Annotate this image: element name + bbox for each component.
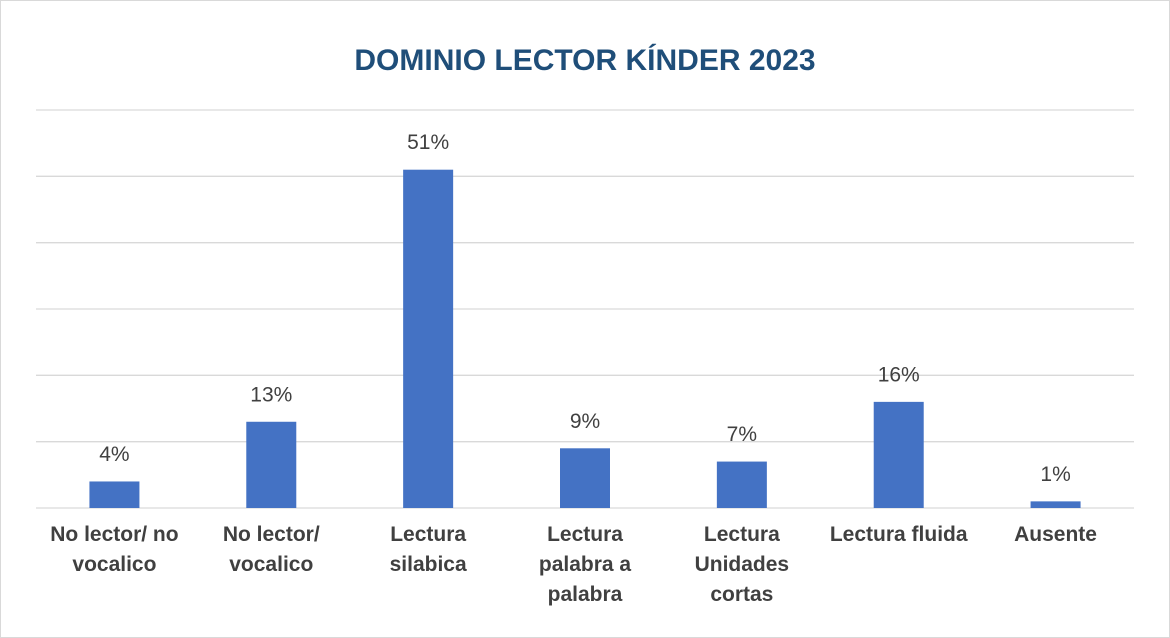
x-tick-label: Lectura palabra a palabra	[538, 523, 632, 606]
x-tick-label: Lectura Unidades cortas	[694, 523, 790, 606]
data-label: 1%	[1040, 463, 1070, 486]
x-tick-label: Lectura fluida	[829, 523, 968, 546]
data-label: 9%	[570, 410, 600, 433]
data-label: 16%	[878, 363, 920, 386]
chart-title: DOMINIO LECTOR KÍNDER 2023	[354, 43, 815, 77]
bar	[403, 169, 454, 508]
bar	[716, 461, 767, 508]
data-label: 4%	[99, 443, 129, 466]
bar	[246, 421, 297, 508]
bar	[1030, 501, 1081, 508]
bar	[560, 448, 610, 508]
data-label: 7%	[727, 423, 757, 446]
x-tick-label: No lector/ vocalico	[222, 523, 320, 576]
data-label: 51%	[407, 131, 449, 154]
bar	[89, 481, 140, 508]
x-tick-label: No lector/ no vocalico	[50, 523, 179, 576]
x-tick-label: Lectura silabica	[389, 523, 467, 576]
data-label: 13%	[250, 383, 292, 406]
bar	[873, 401, 924, 508]
x-tick-label: Ausente	[1014, 523, 1097, 546]
